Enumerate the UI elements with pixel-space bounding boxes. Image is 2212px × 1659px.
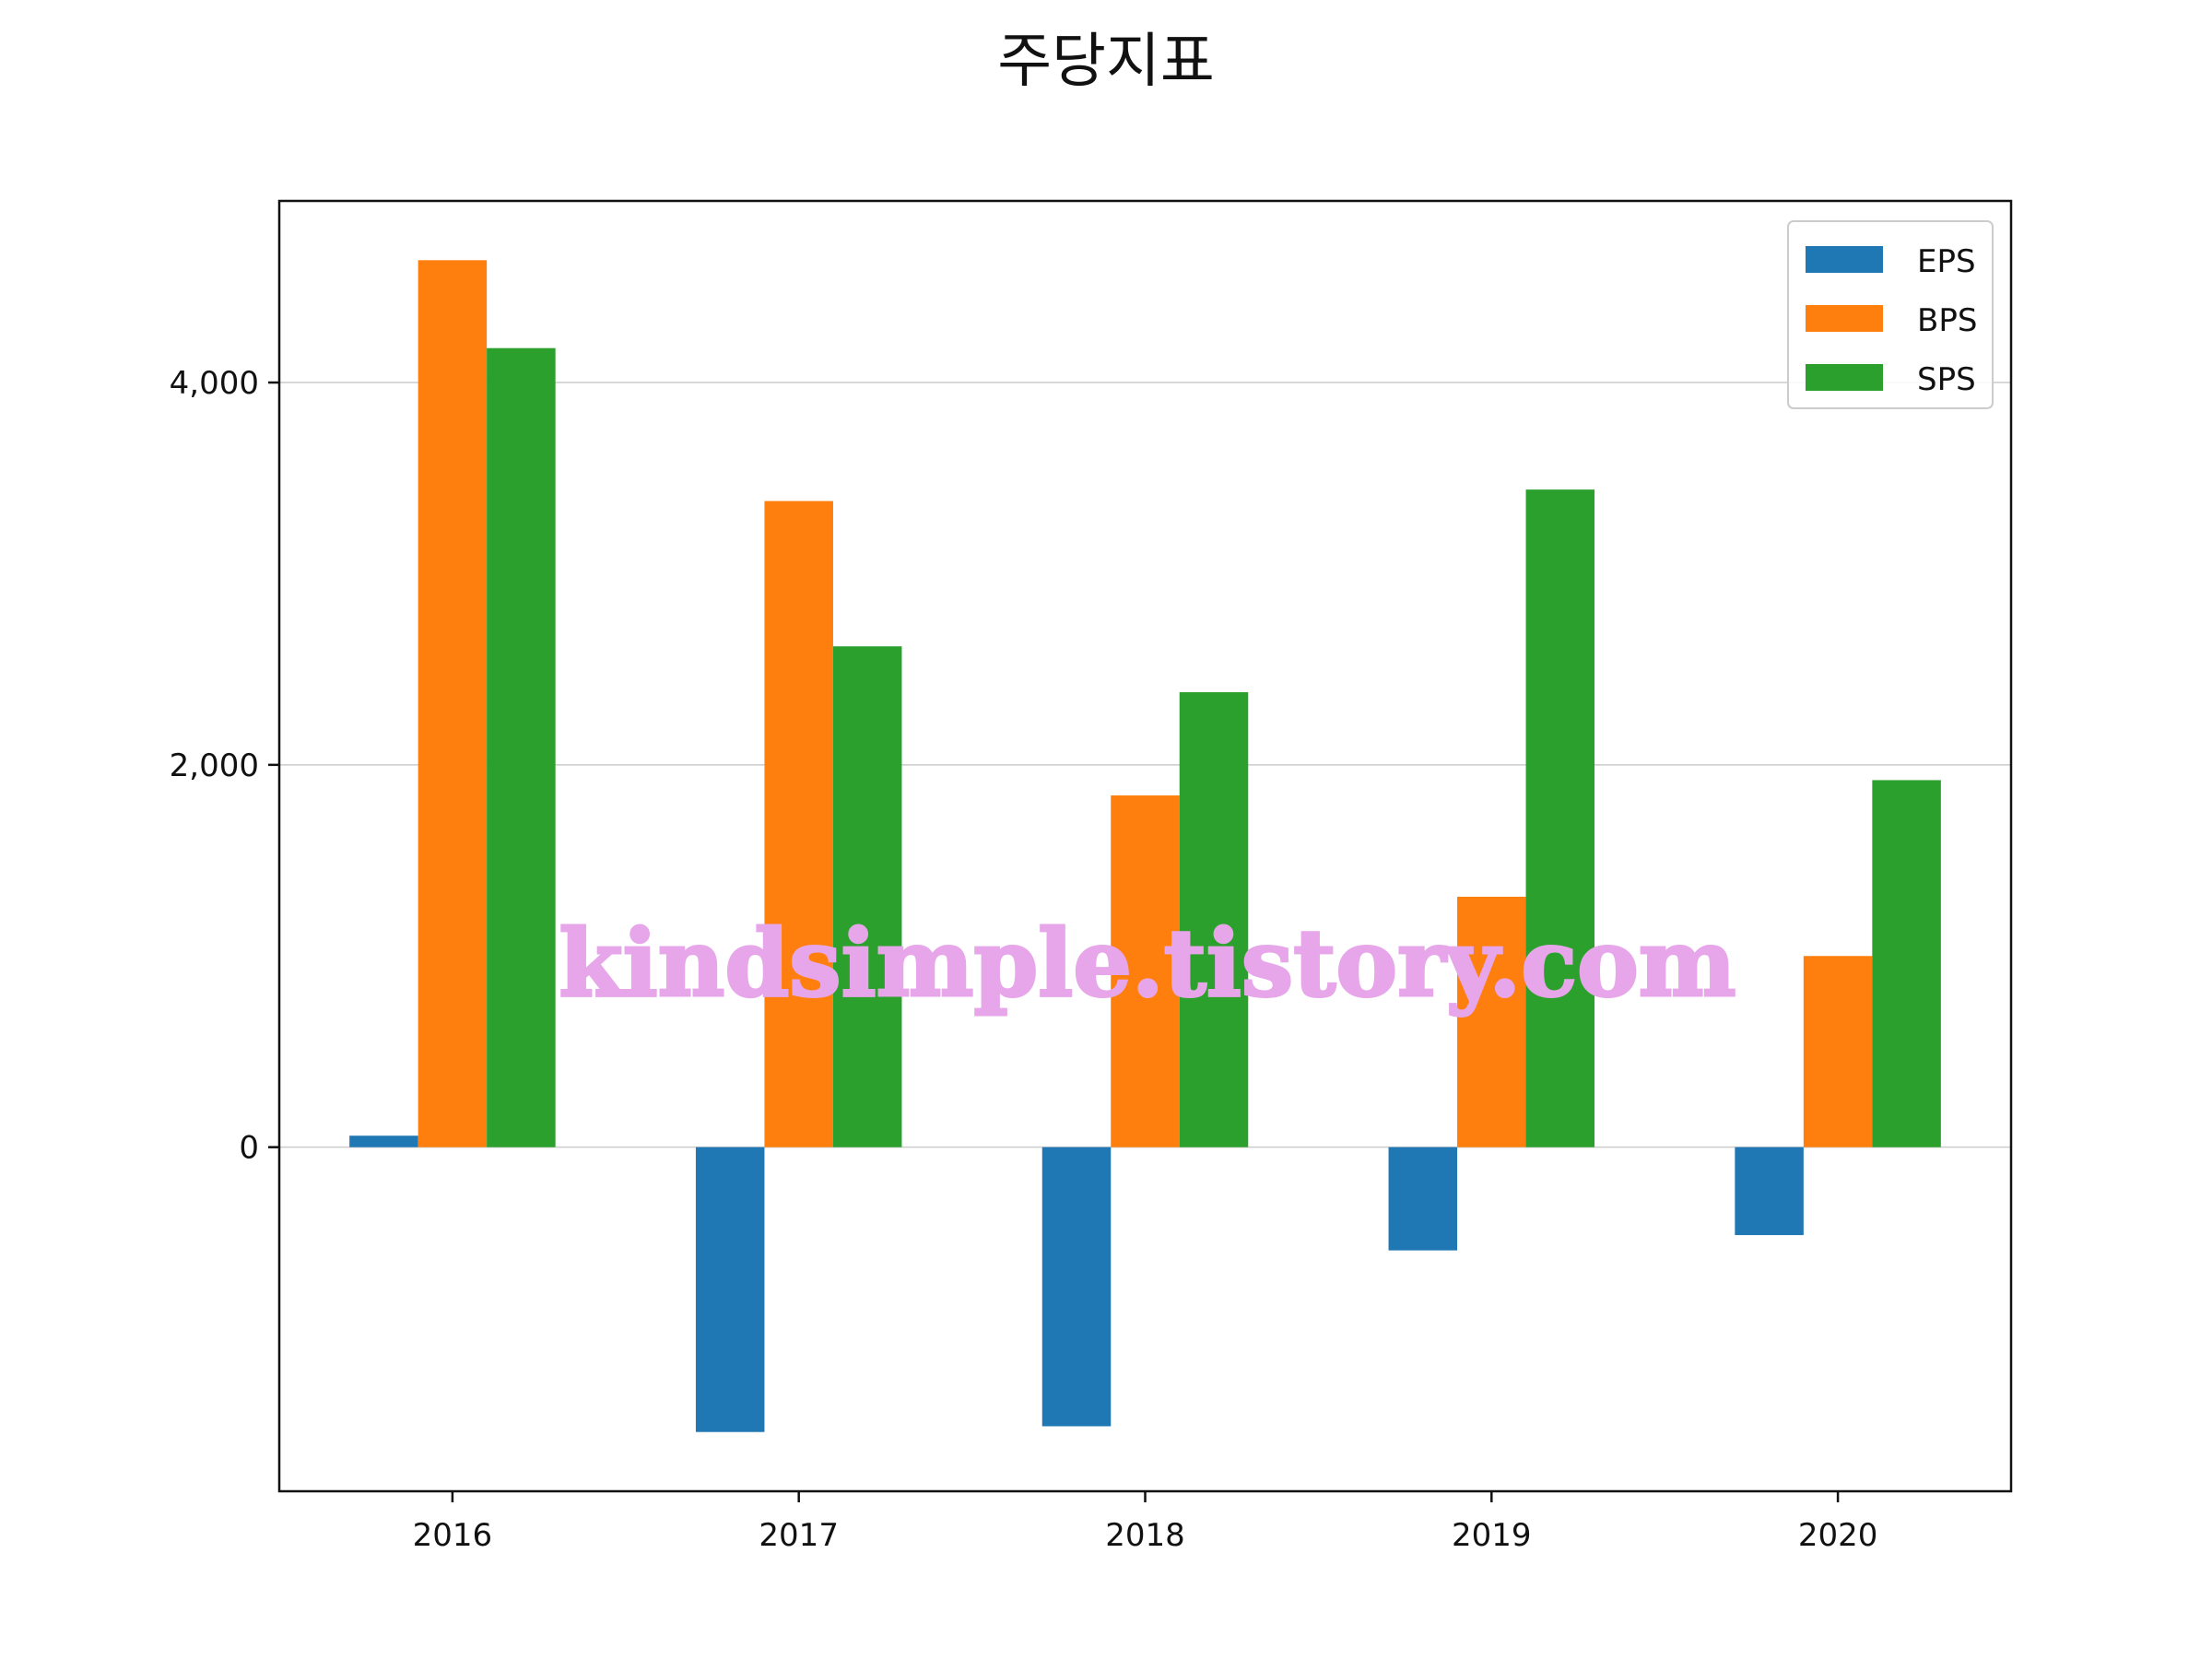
bar-sps-2018 — [1179, 692, 1249, 1147]
chart-title: 주당지표 — [997, 28, 1215, 96]
bar-bps-2019 — [1457, 896, 1526, 1147]
legend: EPS BPS SPS — [1787, 220, 1994, 409]
bar-sps-2019 — [1525, 489, 1595, 1147]
legend-label-eps: EPS — [1917, 243, 1976, 280]
bar-eps-2019 — [1388, 1147, 1458, 1251]
y-tick-label: 4,000 — [170, 365, 259, 402]
x-tick-label: 2016 — [413, 1517, 493, 1554]
x-tick-label: 2017 — [759, 1517, 839, 1554]
legend-label-sps: SPS — [1917, 361, 1976, 398]
legend-swatch-bps — [1806, 305, 1883, 332]
bar-eps-2016 — [349, 1135, 418, 1147]
bar-bps-2017 — [764, 500, 833, 1147]
bar-eps-2017 — [695, 1147, 765, 1432]
bar-bps-2020 — [1803, 956, 1873, 1147]
bars — [349, 260, 1941, 1432]
x-tick-label: 2018 — [1105, 1517, 1185, 1554]
bar-sps-2016 — [487, 347, 556, 1147]
y-axis: 0 2,000 4,000 — [170, 365, 279, 1167]
bar-eps-2018 — [1041, 1147, 1112, 1427]
legend-swatch-eps — [1806, 246, 1883, 273]
bar-sps-2017 — [832, 646, 902, 1147]
y-tick-label: 2,000 — [170, 747, 259, 784]
watermark-text: kindsimple.tistory.com — [559, 909, 1735, 1018]
x-tick-label: 2020 — [1798, 1517, 1878, 1554]
bar-eps-2020 — [1735, 1147, 1804, 1236]
bar-sps-2020 — [1872, 780, 1941, 1147]
bar-bps-2016 — [418, 260, 488, 1147]
legend-label-bps: BPS — [1917, 302, 1977, 339]
bar-bps-2018 — [1111, 795, 1180, 1147]
x-axis: 2016 2017 2018 2019 2020 — [413, 1491, 1878, 1554]
x-tick-label: 2019 — [1452, 1517, 1532, 1554]
legend-swatch-sps — [1806, 364, 1883, 391]
y-tick-label: 0 — [239, 1130, 259, 1167]
